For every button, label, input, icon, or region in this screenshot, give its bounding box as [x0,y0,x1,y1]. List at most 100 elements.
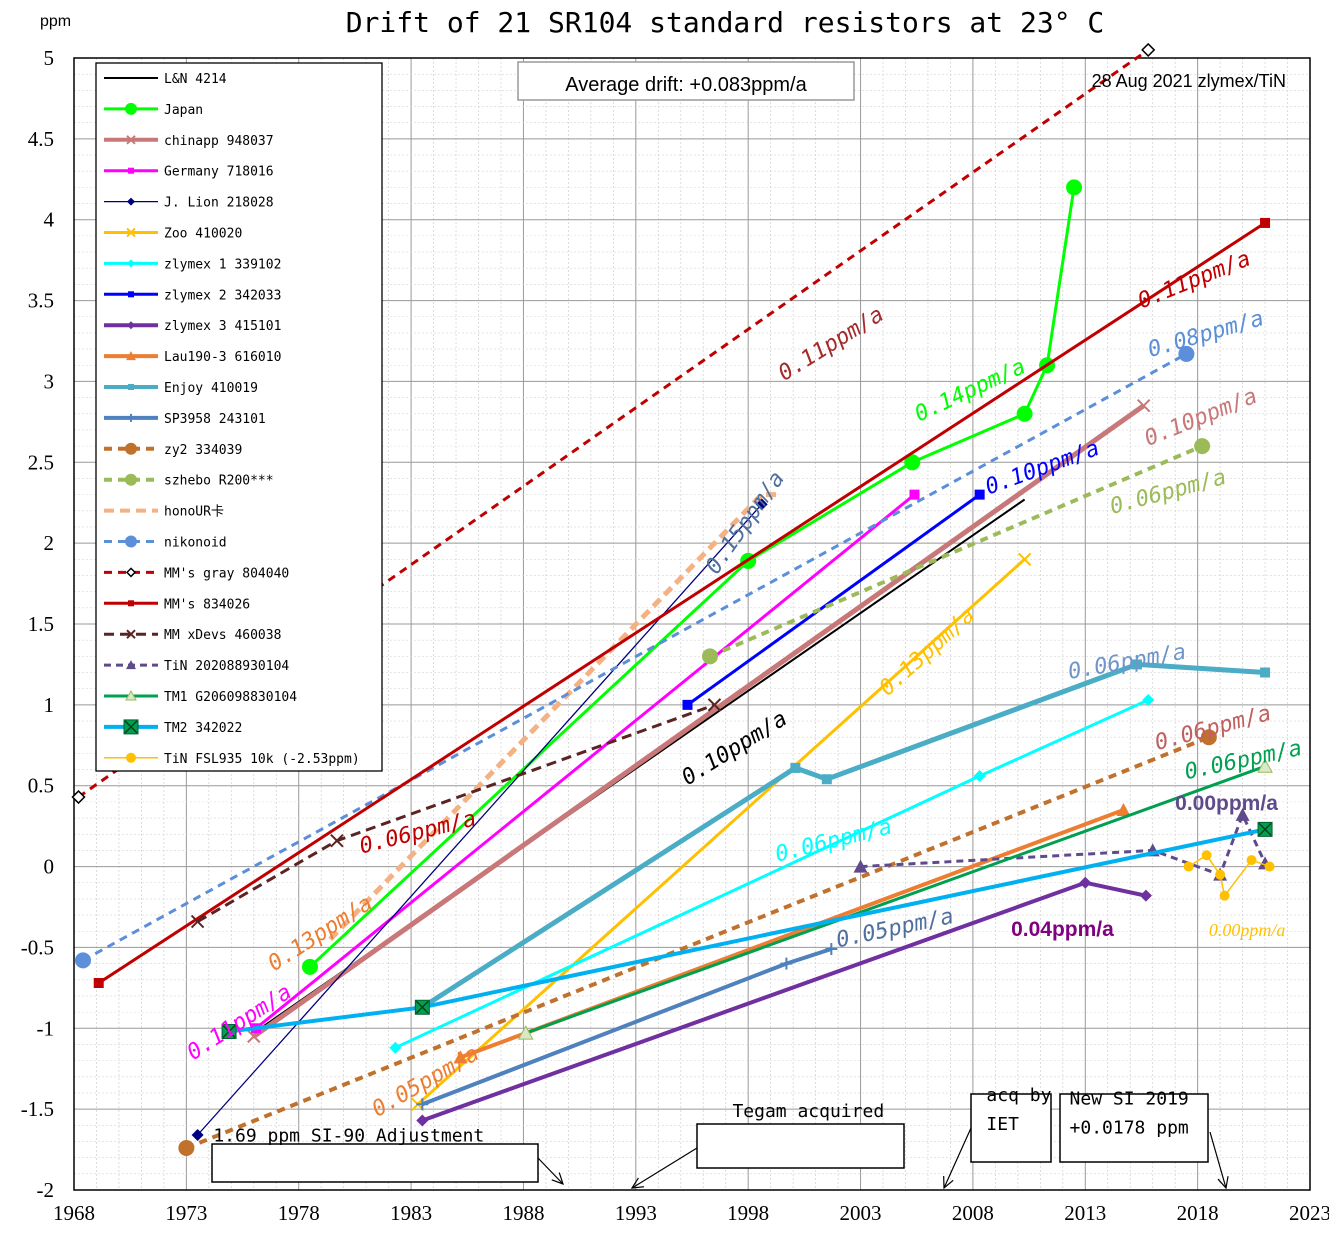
event-arrowhead [630,1177,644,1189]
legend-item: TM2 342022 [104,719,242,736]
data-point [1219,890,1230,901]
average-drift-text: Average drift: +0.083ppm/a [565,74,807,96]
series-line [252,403,1146,1039]
x-tick-label: 1978 [278,1201,320,1225]
data-point [453,1050,468,1064]
rate-label: 0.06ppm/a [1107,465,1229,520]
legend-label: zlymex 1 339102 [164,257,281,272]
data-point [1136,398,1151,413]
rate-label: 0.06ppm/a [773,814,895,867]
data-point [1260,667,1271,678]
legend-label: Japan [164,103,203,118]
data-point [301,958,318,975]
data-point [1131,659,1142,670]
legend-label: Enjoy 410019 [164,381,258,396]
legend: L&N 4214 Japan chinapp 948037 Germany 71801… [95,62,383,772]
event-arrow [943,1127,972,1189]
data-point [909,489,920,500]
data-point [790,762,801,773]
legend-label: MM's 834026 [164,597,250,612]
series-17 [93,217,1271,989]
legend-label: chinapp 948037 [164,134,274,149]
series-11 [416,943,838,1111]
event-box-text: IET [986,1114,1019,1135]
data-point [416,1098,429,1111]
data-point [74,952,91,969]
legend-item: Japan [104,102,203,118]
data-point [128,384,134,390]
series-21 [221,821,1273,1040]
legend-item: honoUR卡 [104,505,224,520]
y-tick-label: 0 [44,855,55,879]
event-box [696,1123,905,1169]
data-point [127,321,135,330]
series-line [197,503,763,1136]
legend-item: Germany 718016 [104,165,274,180]
rate-label: 0.13ppm/a [875,603,980,701]
data-point [128,291,134,298]
event-box [970,1093,1052,1163]
legend-item: Enjoy 410019 [104,381,258,396]
data-point [974,489,985,500]
rate-label: 0.00ppm/a [1209,920,1286,940]
series-line [525,764,1266,1035]
series-12 [178,729,1217,1156]
event-box-text: +0.0178 ppm [1070,1117,1189,1138]
data-point [125,689,137,701]
x-tick-label: 1988 [502,1201,544,1225]
data-point [125,442,137,455]
data-point [125,567,137,578]
data-point [1079,876,1092,889]
rate-label: 0.10ppm/a [677,706,791,790]
rate-label: 0.04ppm/a [1011,918,1114,941]
data-point [1017,552,1032,567]
data-point-cross [415,1000,429,1014]
series-line [709,444,1203,659]
series-line [686,493,981,707]
series-line [416,558,1026,1106]
average-drift-box: Average drift: +0.083ppm/a [517,61,855,101]
legend-label: TiN FSL935 10k (-2.53ppm) [164,752,360,767]
data-point [71,789,86,805]
legend-label: nikonoid [164,536,227,551]
data-point [1016,405,1033,422]
legend-label: TM1 G206098830104 [164,690,297,705]
data-point [701,648,718,665]
series-7 [682,489,985,710]
data-point [126,752,136,763]
x-tick-label: 2013 [1064,1201,1106,1225]
y-tick-label: -2 [37,1178,55,1202]
legend-label: SP3958 243101 [164,412,266,427]
legend-item: nikonoid [104,535,227,551]
series-22 [1183,850,1275,901]
series-14 [328,492,782,942]
data-point [93,978,104,989]
legend-item: chinapp 948037 [104,134,274,149]
data-point [190,914,205,929]
legend-item: L&N 4214 [104,72,227,87]
y-tick-label: 0.5 [28,774,54,798]
data-point [330,833,344,848]
series-line [255,493,916,1030]
data-point [1260,217,1271,228]
x-tick-label: 2023 [1289,1201,1329,1225]
legend-item: MM's gray 804040 [104,566,289,581]
data-point [125,535,137,548]
rate-label: 0.11ppm/a [183,980,297,1066]
legend-label: MM xDevs 460038 [164,628,281,643]
data-point [389,1041,402,1054]
legend-item: zlymex 1 339102 [104,257,281,272]
data-point [517,1025,534,1040]
legend-label: zlymex 2 342033 [164,288,281,303]
data-point [125,102,137,115]
data-point [128,167,134,174]
data-point [682,699,693,710]
event-box [211,1143,539,1183]
event-arrowhead [1217,1176,1229,1190]
event-arrowhead [551,1172,564,1185]
event-arrow [631,1147,698,1189]
y-tick-label: 3 [44,369,55,393]
data-point [1200,729,1217,746]
data-point [126,660,136,670]
series-line [308,187,1076,968]
